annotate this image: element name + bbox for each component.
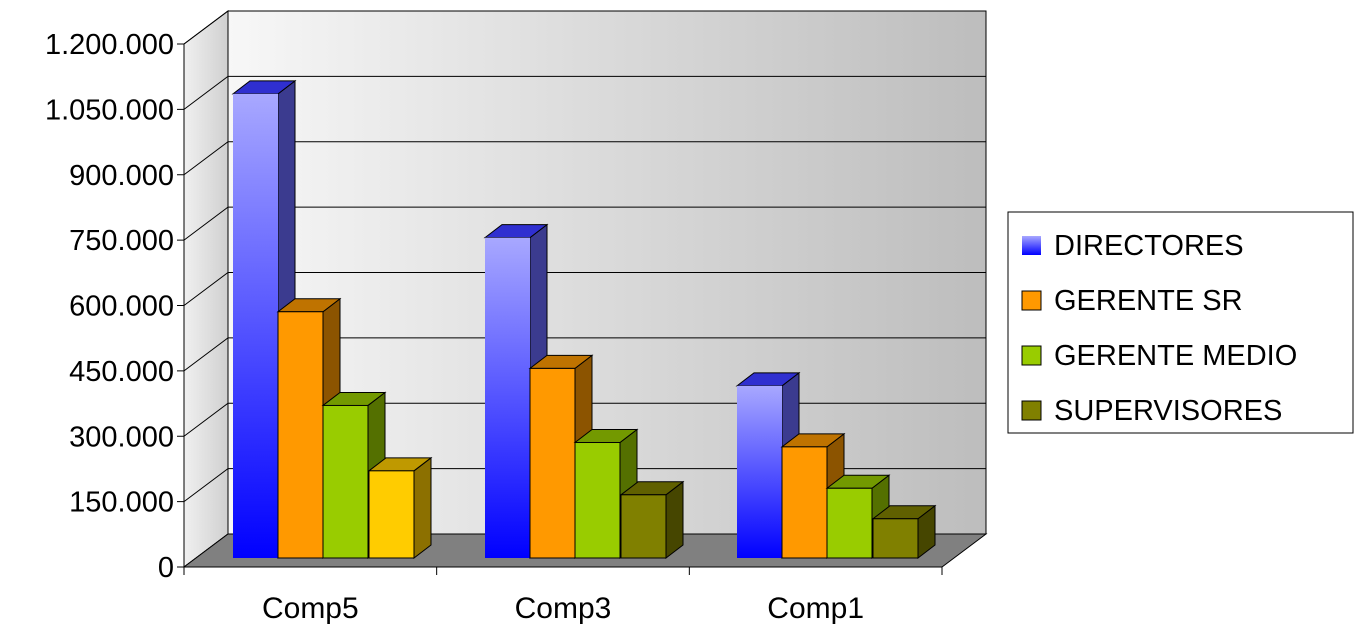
x-axis-category-labels: Comp5 Comp3 Comp1 xyxy=(262,592,864,625)
y-tick-label: 450.000 xyxy=(69,356,174,388)
bar-front xyxy=(737,385,782,558)
gridline xyxy=(183,75,986,110)
y-tick-label: 300.000 xyxy=(69,421,174,453)
bar-front xyxy=(872,518,919,559)
bar-front xyxy=(574,442,621,559)
bar-front xyxy=(322,404,369,559)
legend-label: GERENTE SR xyxy=(1054,285,1243,317)
gridline xyxy=(183,206,986,241)
legend-label: SUPERVISORES xyxy=(1054,395,1282,427)
legend-item: SUPERVISORES xyxy=(1021,395,1282,427)
y-tick-label: 600.000 xyxy=(69,291,174,323)
bar-front xyxy=(485,237,530,558)
legend-label: GERENTE MEDIO xyxy=(1054,340,1297,372)
legend-box xyxy=(1007,211,1354,434)
legend-label: DIRECTORES xyxy=(1054,230,1244,262)
legend: DIRECTORES GERENTE SR GERENTE MEDIO SUPERVI… xyxy=(1007,211,1354,434)
legend-swatch xyxy=(1022,236,1041,255)
gridline xyxy=(183,468,986,503)
bar-front xyxy=(529,367,576,559)
bar-groups xyxy=(231,79,937,560)
bar-front xyxy=(233,93,278,559)
bar-side xyxy=(413,456,432,560)
x-category-label: Comp3 xyxy=(515,592,612,625)
gridline xyxy=(183,272,986,306)
bar-supervisores-comp1 xyxy=(871,504,937,560)
bar-front xyxy=(620,494,667,559)
legend-swatch xyxy=(1021,400,1042,421)
gridlines xyxy=(183,10,986,568)
y-tick-label: 1.200.000 xyxy=(45,29,174,61)
y-tick-label: 1.050.000 xyxy=(45,94,174,126)
bar-front xyxy=(277,311,324,559)
legend-item: DIRECTORES xyxy=(1022,230,1244,262)
bar-gerente-medio-comp3 xyxy=(573,428,639,560)
y-tick-label: 750.000 xyxy=(69,225,174,257)
gridline xyxy=(183,337,986,372)
y-tick-label: 150.000 xyxy=(69,487,174,519)
legend-item: GERENTE SR xyxy=(1021,285,1243,317)
gridline xyxy=(183,10,986,45)
axes xyxy=(177,43,943,575)
legend-item: GERENTE MEDIO xyxy=(1021,340,1297,372)
bar-supervisores-comp5 xyxy=(367,456,433,560)
y-tick-label: 900.000 xyxy=(69,160,174,192)
gridline xyxy=(183,141,986,176)
legend-swatch xyxy=(1021,290,1042,311)
bar-front xyxy=(368,470,415,559)
bar-front xyxy=(826,487,873,559)
x-category-label: Comp5 xyxy=(262,592,359,625)
y-tick-label: 0 xyxy=(158,552,174,584)
bar-front xyxy=(781,446,828,559)
bar-supervisores-comp3 xyxy=(619,480,685,560)
gridline xyxy=(183,402,986,437)
x-category-label: Comp1 xyxy=(767,592,864,625)
y-axis-tick-labels: 0 150.000 300.000 450.000 600.000 750.000 900.… xyxy=(45,29,174,584)
legend-swatch xyxy=(1021,345,1042,366)
